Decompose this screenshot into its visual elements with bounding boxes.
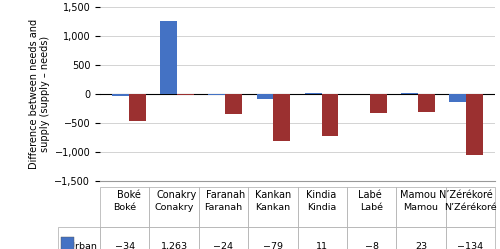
Bar [466,94,483,155]
Bar [418,94,435,112]
Bar [449,94,466,102]
Bar [208,94,225,95]
Bar [112,94,129,96]
Bar [160,21,177,94]
Bar [129,94,146,121]
Bar [322,94,338,136]
Bar [304,93,322,94]
Bar [256,94,274,99]
Bar [177,94,194,95]
Y-axis label: Difference between needs and
supply (supply – needs): Difference between needs and supply (sup… [28,19,50,169]
Bar [370,94,386,113]
Bar [401,93,418,94]
Bar [225,94,242,114]
Bar [274,94,290,141]
